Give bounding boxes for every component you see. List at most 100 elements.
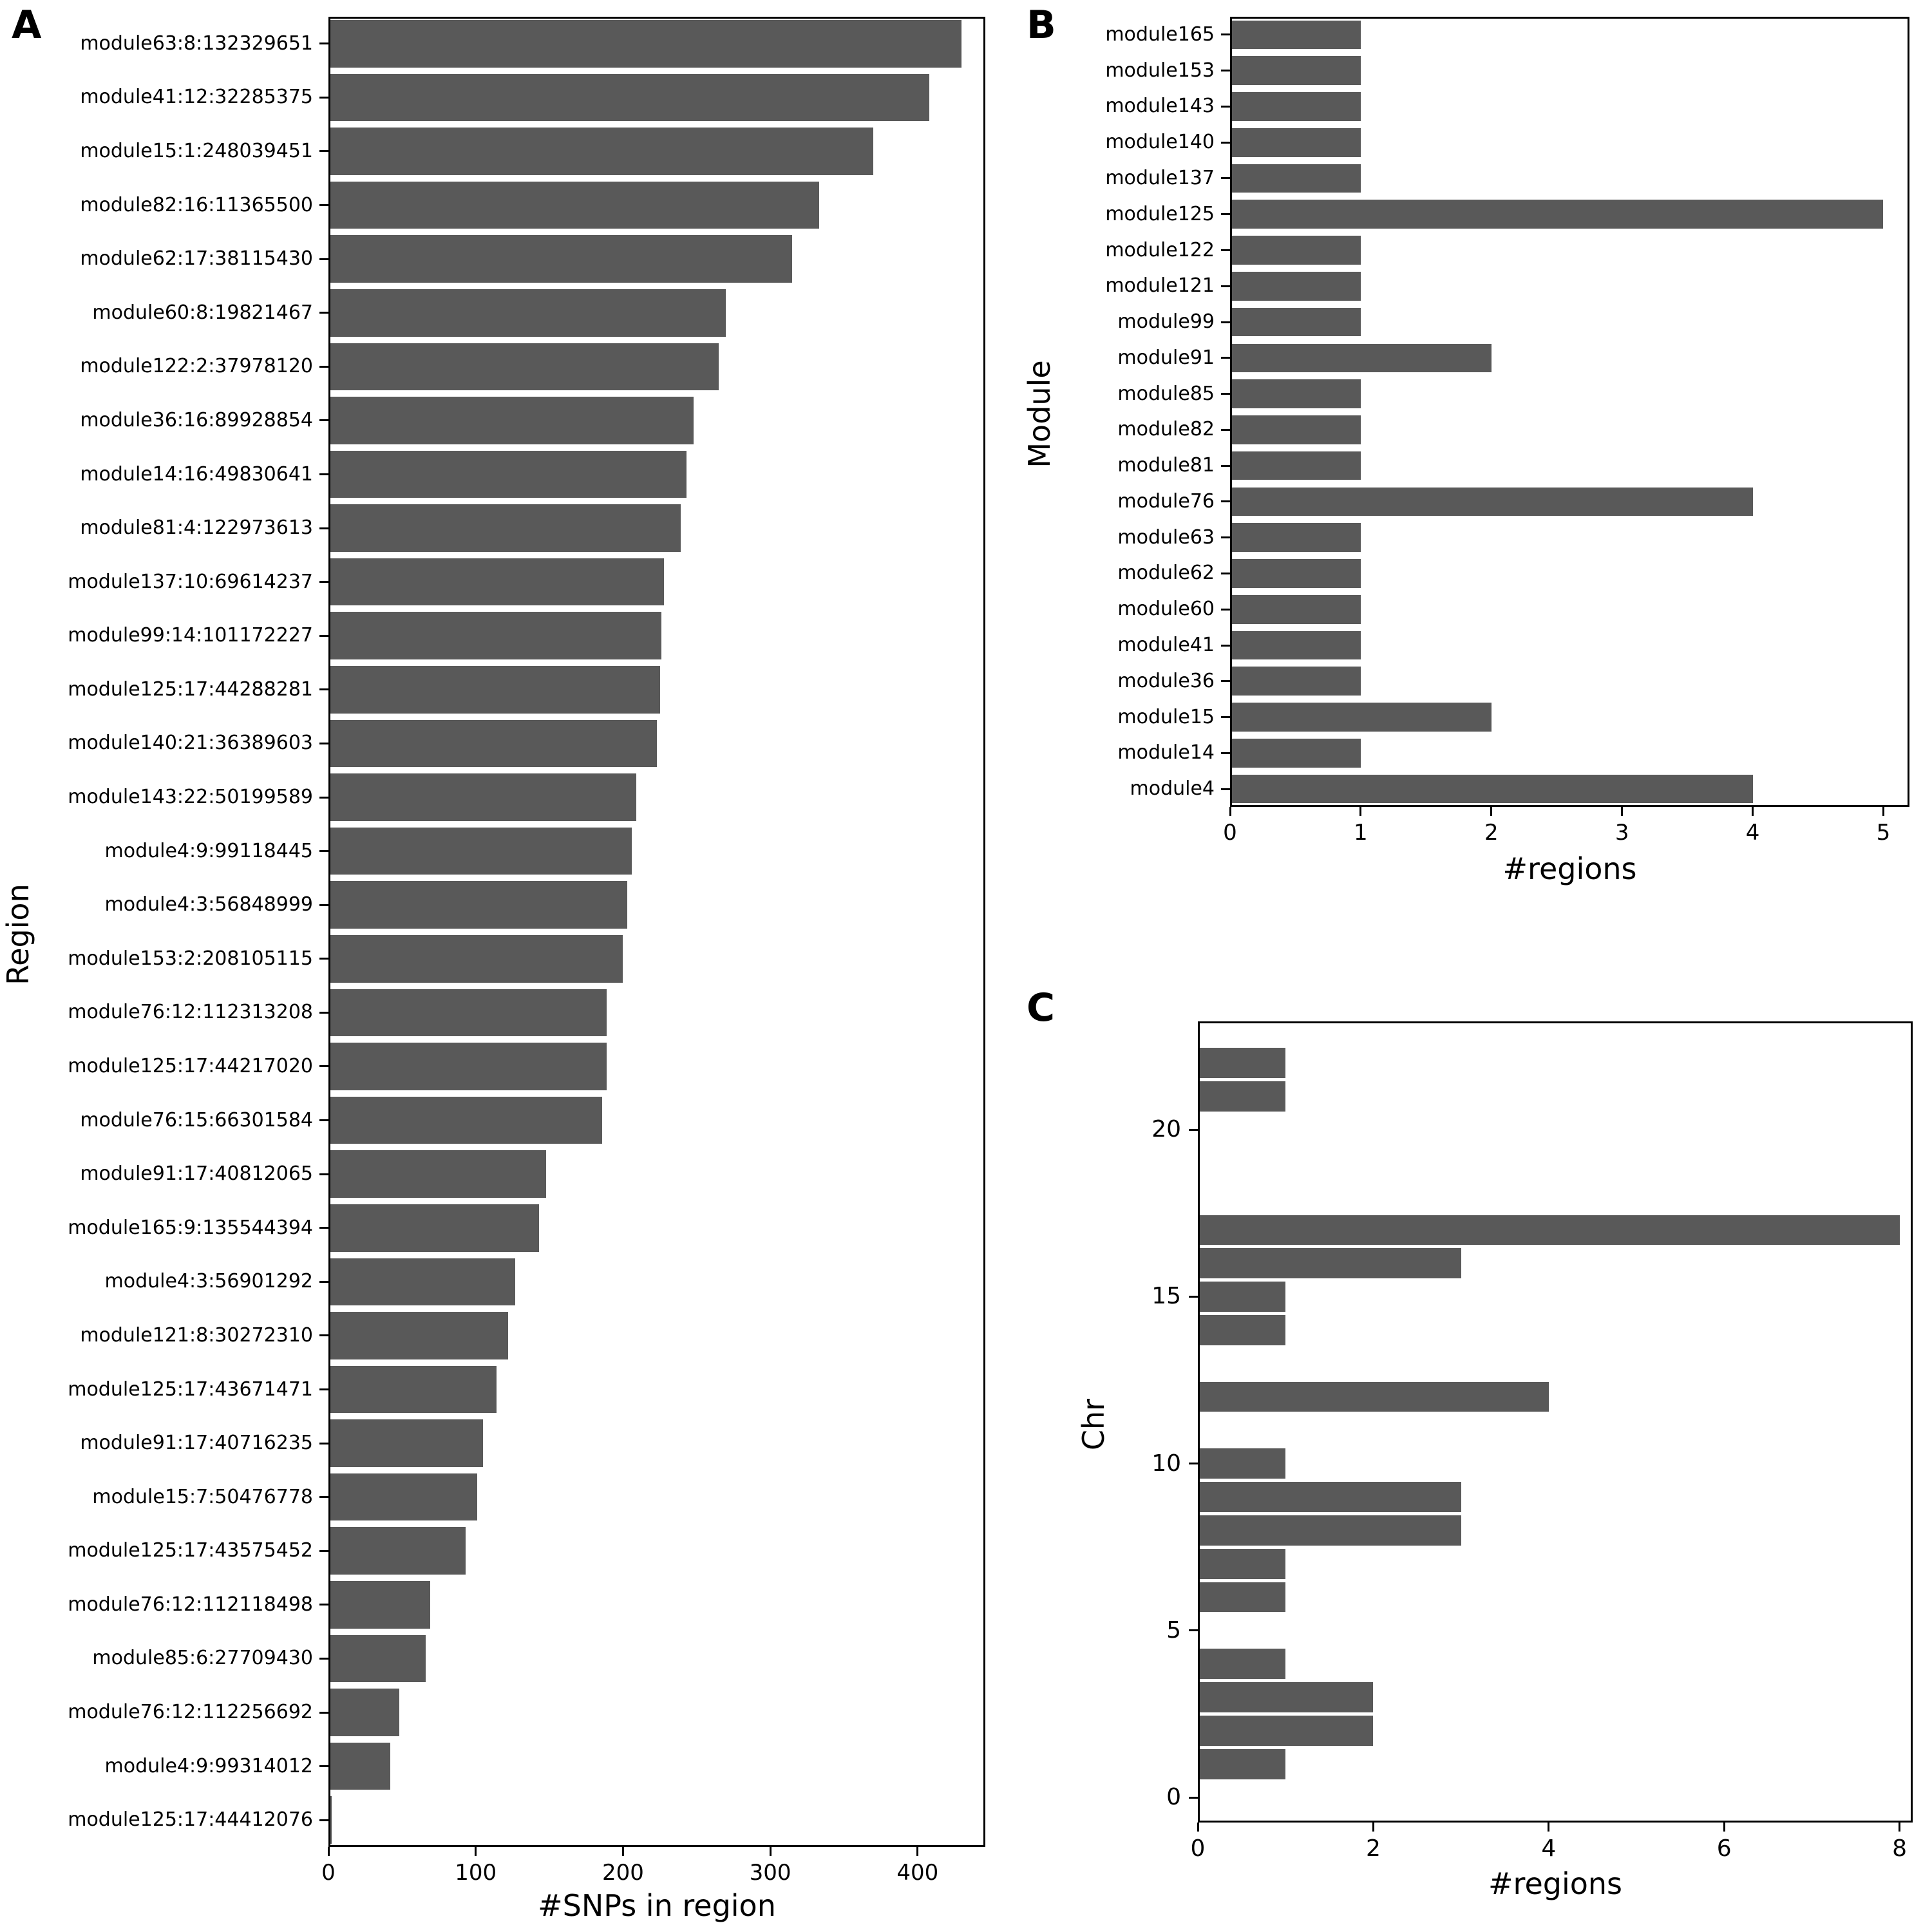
y-tick-mark: [319, 634, 328, 637]
y-tick-label: module63:8:132329651: [80, 32, 313, 55]
bar: [1230, 630, 1361, 660]
y-tick-mark: [319, 204, 328, 207]
y-tick-mark: [319, 904, 328, 906]
y-tick-label: module121:8:30272310: [80, 1323, 313, 1347]
y-tick-mark: [1189, 1128, 1198, 1131]
y-tick-label: module125:17:44288281: [68, 677, 313, 701]
bar: [328, 989, 607, 1037]
x-tick-mark: [1359, 807, 1362, 816]
bar: [328, 181, 819, 229]
y-tick-label: module125:17:44412076: [68, 1808, 313, 1832]
y-tick-mark: [1221, 321, 1230, 323]
x-tick-label: 1: [1354, 820, 1368, 846]
x-tick-label: 400: [896, 1860, 939, 1886]
y-tick-label: module121: [1105, 274, 1215, 298]
bar: [328, 1365, 497, 1414]
plot-area: [1198, 1021, 1913, 1823]
bar: [328, 20, 962, 68]
bar: [1198, 1248, 1461, 1279]
bar: [1230, 236, 1361, 265]
y-tick-mark: [1221, 213, 1230, 216]
y-tick-label: module91:17:40716235: [80, 1432, 313, 1455]
bar: [1198, 1215, 1900, 1245]
y-tick-label: module4:3:56848999: [104, 893, 313, 916]
y-tick-mark: [319, 312, 328, 314]
y-tick-label: module14: [1117, 741, 1215, 764]
panel-c-x-axis-title: #regions: [1488, 1866, 1622, 1901]
x-tick-mark: [769, 1847, 772, 1856]
bar: [328, 1150, 547, 1198]
y-tick-mark: [319, 150, 328, 153]
panel-b-plot: module165 module153 module143 module140 modu…: [1005, 0, 1932, 953]
y-tick-label: module36:16:89928854: [80, 408, 313, 431]
x-tick-label: 100: [455, 1860, 497, 1886]
y-tick-label: module81: [1117, 454, 1215, 477]
y-tick-mark: [1221, 428, 1230, 431]
y-tick-mark: [319, 1388, 328, 1390]
y-tick-label: 10: [1151, 1450, 1181, 1477]
y-tick-mark: [1221, 752, 1230, 754]
y-tick-mark: [319, 258, 328, 260]
x-tick-label: 2: [1365, 1835, 1381, 1862]
panel-b: B Module #regions module165 module153 modu…: [1005, 0, 1932, 953]
x-tick-label: 5: [1876, 820, 1891, 846]
bar: [1230, 271, 1361, 301]
y-tick-mark: [1221, 644, 1230, 647]
bar: [1198, 1381, 1549, 1412]
bar: [328, 719, 657, 768]
y-tick-label: module91: [1117, 346, 1215, 369]
y-tick-mark: [319, 1549, 328, 1552]
bar: [1230, 594, 1361, 624]
panel-b-x-axis-title: #regions: [1502, 851, 1637, 886]
x-tick-mark: [1899, 1823, 1901, 1832]
y-tick-label: module140: [1105, 131, 1215, 154]
y-tick-mark: [1221, 608, 1230, 611]
y-tick-label: module140:21:36389603: [68, 732, 313, 755]
bar: [328, 504, 681, 552]
y-tick-mark: [319, 419, 328, 422]
y-tick-mark: [1221, 536, 1230, 539]
panel-a-plot: module63:8:132329651 module41:12:32285375…: [68, 17, 985, 1886]
bar: [328, 1312, 508, 1359]
y-tick-label: module15:1:248039451: [80, 139, 313, 162]
y-tick-mark: [1221, 285, 1230, 287]
y-tick-label: module41:12:32285375: [80, 86, 313, 109]
y-tick-label: module125:17:43575452: [68, 1539, 313, 1562]
y-tick-mark: [319, 850, 328, 853]
y-tick-label: module76:12:112256692: [68, 1701, 313, 1724]
y-tick-label: module41: [1117, 634, 1215, 657]
y-tick-mark: [319, 1119, 328, 1122]
bar: [328, 1796, 332, 1844]
bar: [328, 397, 694, 444]
y-tick-label: module137: [1105, 166, 1215, 189]
bar: [1230, 164, 1361, 193]
bar: [1198, 1582, 1286, 1613]
y-tick-mark: [319, 1765, 328, 1768]
x-tick-mark: [1621, 807, 1624, 816]
y-tick-mark: [1189, 1463, 1198, 1465]
y-tick-mark: [319, 1065, 328, 1068]
y-tick-label: module153: [1105, 59, 1215, 82]
bar: [328, 1689, 399, 1736]
x-tick-label: 2: [1484, 820, 1499, 846]
x-tick-mark: [916, 1847, 919, 1856]
x-tick-label: 0: [321, 1860, 336, 1886]
bar: [1230, 523, 1361, 552]
bar: [1198, 1315, 1286, 1345]
bar: [1230, 739, 1361, 768]
bar: [1230, 56, 1361, 85]
y-tick-label: module36: [1117, 669, 1215, 692]
panel-b-letter: B: [1027, 3, 1056, 48]
bar: [1198, 1515, 1461, 1546]
y-tick-mark: [1221, 70, 1230, 72]
y-tick-mark: [319, 96, 328, 99]
bar: [1230, 415, 1361, 444]
y-tick-mark: [319, 742, 328, 744]
bar: [328, 73, 930, 122]
y-tick-label: module4:9:99118445: [104, 839, 313, 862]
y-tick-label: module76:12:112313208: [68, 1001, 313, 1024]
bar: [328, 289, 726, 337]
panel-c: C Chr #regions 0 5 10 15 20 0 2 4 6 8: [1005, 979, 1932, 1932]
y-tick-label: module165: [1105, 23, 1215, 46]
bar: [1230, 703, 1492, 732]
